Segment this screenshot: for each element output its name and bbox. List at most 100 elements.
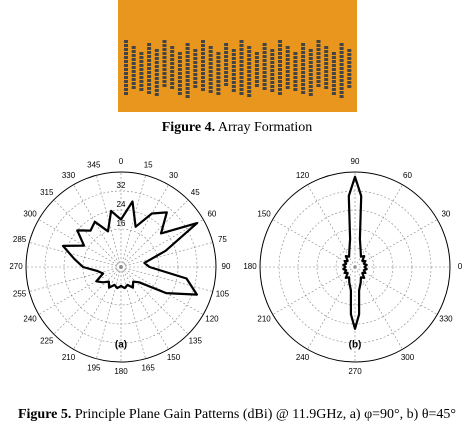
- angle-tick-label: 330: [439, 315, 453, 324]
- array-element: [293, 76, 298, 79]
- array-element: [270, 53, 275, 56]
- array-element: [139, 88, 144, 91]
- array-element: [293, 80, 298, 83]
- array-element: [254, 52, 259, 55]
- array-element: [285, 74, 290, 77]
- array-element: [331, 84, 336, 87]
- array-element: [324, 62, 329, 65]
- array-element: [224, 75, 229, 78]
- angle-tick-label: 165: [141, 364, 155, 373]
- array-element: [162, 44, 167, 47]
- array-element: [278, 60, 282, 63]
- array-element: [201, 88, 205, 91]
- array-element: [331, 68, 336, 71]
- array-element: [270, 77, 275, 80]
- array-element: [124, 80, 128, 83]
- angle-tick-label: 270: [348, 367, 362, 376]
- array-element: [293, 68, 298, 71]
- array-element: [339, 55, 344, 58]
- array-element: [301, 67, 306, 70]
- array-element: [278, 48, 282, 51]
- array-element: [124, 92, 128, 95]
- array-element: [247, 94, 252, 97]
- array-element: [208, 78, 213, 81]
- polar-chart: 0 30 60 90 120 150 180 210 240 270 300 330 (b): [243, 157, 462, 376]
- angle-tick-label: 315: [40, 188, 54, 197]
- array-element: [124, 68, 128, 71]
- array-element: [285, 54, 290, 57]
- array-element: [254, 76, 259, 79]
- array-element: [154, 61, 159, 64]
- array-element: [154, 93, 159, 96]
- array-element: [278, 68, 282, 71]
- array-element: [147, 43, 152, 46]
- array-element: [293, 52, 298, 55]
- array-element: [324, 66, 329, 69]
- array-element: [224, 59, 229, 62]
- angle-tick-label: 240: [23, 315, 37, 324]
- array-element: [285, 86, 290, 89]
- array-element: [208, 74, 213, 77]
- array-element: [147, 55, 152, 58]
- array-element: [347, 53, 352, 56]
- array-element: [262, 87, 267, 90]
- array-element: [216, 92, 221, 95]
- array-element: [139, 84, 144, 87]
- array-element: [177, 72, 182, 75]
- array-element: [247, 46, 252, 49]
- angle-tick-label: 180: [114, 367, 128, 376]
- array-element: [293, 60, 298, 63]
- array-element: [262, 67, 267, 70]
- angle-grid-line: [38, 266, 122, 315]
- r-tick-label: 24: [117, 200, 126, 209]
- array-element: [301, 75, 306, 78]
- array-element: [301, 47, 306, 50]
- array-element: [201, 52, 205, 55]
- array-element: [162, 72, 167, 75]
- array-element: [254, 68, 259, 71]
- array-element: [216, 84, 221, 87]
- angle-grid-line: [120, 266, 169, 350]
- array-element: [147, 47, 152, 50]
- array-element: [170, 86, 175, 89]
- array-element: [285, 78, 290, 81]
- array-element: [131, 78, 136, 81]
- angle-tick-label: 90: [351, 157, 360, 166]
- array-element: [208, 70, 213, 73]
- array-element: [231, 69, 236, 72]
- array-element: [262, 71, 267, 74]
- array-element: [331, 92, 336, 95]
- array-element: [293, 72, 298, 75]
- array-element: [324, 82, 329, 85]
- array-element: [224, 43, 229, 46]
- array-element: [278, 72, 282, 75]
- array-element: [193, 53, 198, 56]
- array-element: [270, 85, 275, 88]
- array-element: [324, 86, 329, 89]
- angle-tick-label: 225: [40, 336, 54, 345]
- array-element: [316, 56, 321, 59]
- array-element: [201, 64, 205, 67]
- array-element: [278, 92, 282, 95]
- array-element: [316, 52, 321, 55]
- array-element: [270, 57, 275, 60]
- array-element: [293, 88, 298, 91]
- array-element: [124, 60, 128, 63]
- array-element: [339, 51, 344, 54]
- array-element: [162, 40, 167, 43]
- array-element: [339, 91, 344, 94]
- array-element: [301, 87, 306, 90]
- array-element: [162, 68, 167, 71]
- array-element: [193, 77, 198, 80]
- array-element: [131, 50, 136, 53]
- array-element: [316, 68, 321, 71]
- array-element: [193, 61, 198, 64]
- array-element: [162, 48, 167, 51]
- angle-tick-label: 270: [9, 262, 23, 271]
- array-element: [131, 86, 136, 89]
- array-element: [224, 47, 229, 50]
- array-element: [308, 57, 313, 60]
- array-element: [201, 76, 205, 79]
- array-element: [247, 62, 252, 65]
- figure5-caption: Figure 5. Principle Plane Gain Patterns …: [18, 407, 456, 422]
